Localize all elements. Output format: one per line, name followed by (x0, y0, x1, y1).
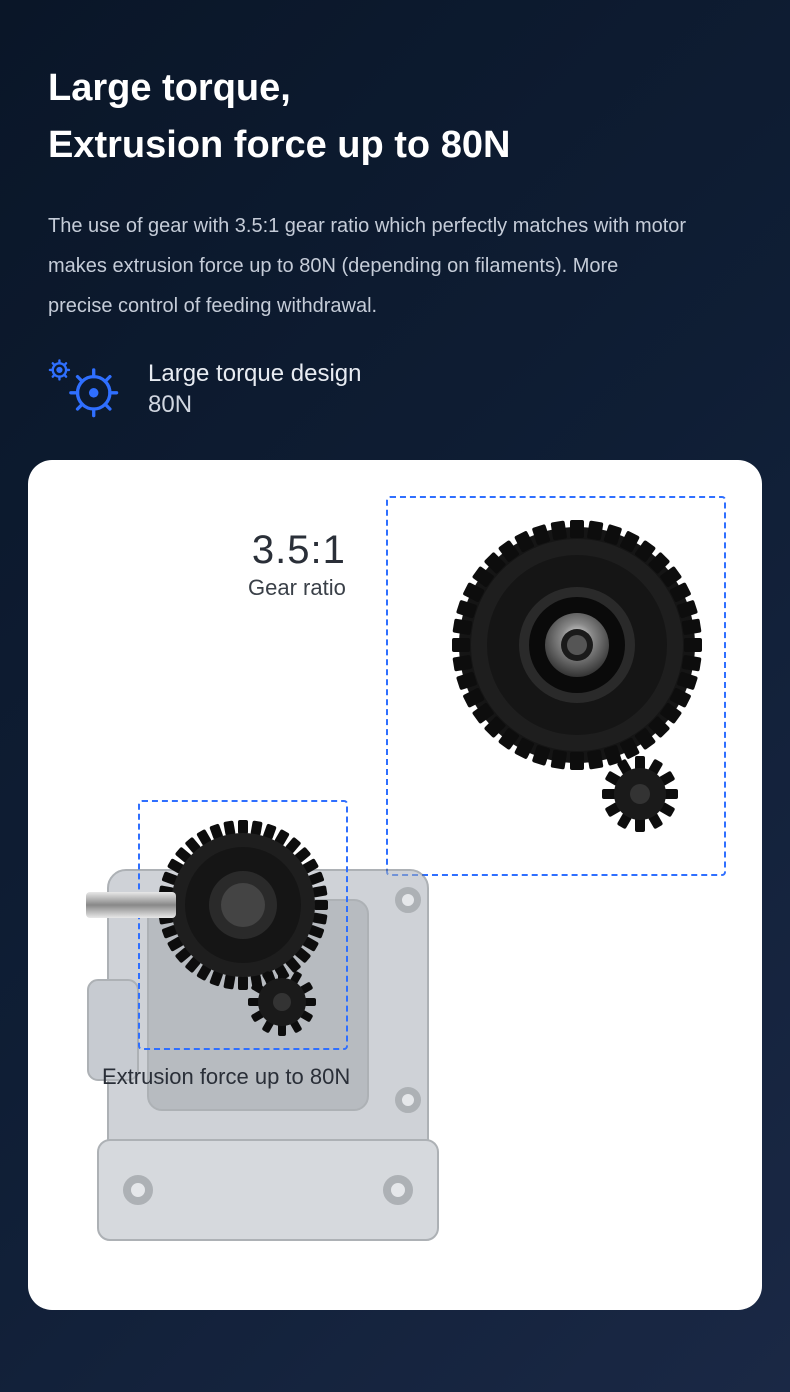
gear-ratio-text: Gear ratio (248, 575, 346, 601)
large-gear-illustration (452, 520, 702, 770)
description-text: The use of gear with 3.5:1 gear ratio wh… (48, 206, 688, 326)
feature-value: 80N (148, 389, 362, 420)
feature-row: Large torque design 80N (0, 326, 790, 444)
header-section: Large torque, Extrusion force up to 80N … (0, 0, 790, 326)
feature-title: Large torque design (148, 358, 362, 389)
gear-ratio-value: 3.5:1 (248, 528, 346, 573)
extrusion-force-label: Extrusion force up to 80N (102, 1064, 350, 1090)
small-pinion-illustration (602, 756, 678, 832)
motor-gear-illustration (158, 820, 328, 990)
illustration-panel: 3.5:1 Gear ratio (28, 460, 762, 1310)
feature-text-block: Large torque design 80N (148, 358, 362, 420)
motor-shaft-illustration (86, 892, 176, 918)
title-line-2: Extrusion force up to 80N (48, 124, 510, 166)
gear-icon (48, 359, 128, 419)
page-title: Large torque, Extrusion force up to 80N (48, 60, 742, 174)
motor-pinion-illustration (248, 968, 316, 1036)
title-line-1: Large torque, (48, 67, 291, 109)
gear-ratio-label: 3.5:1 Gear ratio (248, 528, 346, 601)
